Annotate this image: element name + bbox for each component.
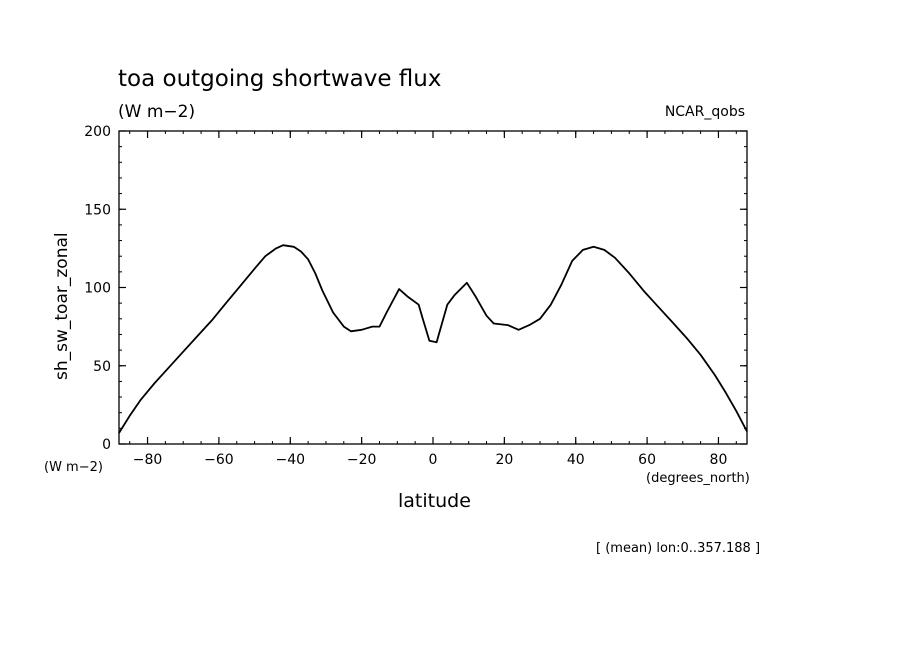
y-tick-label: 50 <box>93 359 111 375</box>
tick-labels: −80 −60 −40 −20 0 20 40 60 80 0 50 100 150 200 <box>84 124 727 468</box>
series-line <box>118 244 748 434</box>
data-series <box>118 244 748 434</box>
axis-ticks <box>119 130 747 445</box>
x-tick-label: −60 <box>204 452 234 468</box>
chart-title: toa outgoing shortwave flux <box>118 66 442 92</box>
x-axis-label: latitude <box>398 490 471 512</box>
x-tick-label: 0 <box>429 452 438 468</box>
x-tick-label: 40 <box>567 452 585 468</box>
plot-frame <box>118 130 748 445</box>
y-axis-units: (W m−2) <box>44 460 103 475</box>
x-tick-label: 20 <box>495 452 513 468</box>
averaging-note: [ (mean) lon:0..357.188 ] <box>596 541 761 556</box>
x-tick-label: 60 <box>638 452 656 468</box>
model-label: NCAR_qobs <box>664 104 745 120</box>
x-axis-units: (degrees_north) <box>646 471 750 486</box>
x-tick-label: −80 <box>133 452 163 468</box>
plot-axes <box>118 130 748 445</box>
y-tick-label: 100 <box>84 281 111 297</box>
y-axis-label: sh_sw_toar_zonal <box>52 232 72 380</box>
y-tick-label: 0 <box>102 437 111 453</box>
x-tick-label: −40 <box>275 452 305 468</box>
x-tick-label: 80 <box>710 452 728 468</box>
x-tick-label: −20 <box>347 452 377 468</box>
y-tick-label: 150 <box>84 202 111 218</box>
title-units: (W m−2) <box>118 102 196 122</box>
y-tick-label: 200 <box>84 124 111 140</box>
